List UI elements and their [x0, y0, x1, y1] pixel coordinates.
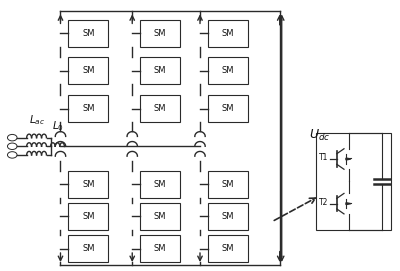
Text: SM: SM — [154, 212, 166, 221]
Text: SM: SM — [154, 244, 166, 253]
Text: SM: SM — [222, 104, 234, 113]
Text: SM: SM — [82, 244, 95, 253]
Bar — [68, 57, 108, 84]
Text: SM: SM — [82, 104, 95, 113]
Bar — [208, 57, 248, 84]
Bar — [140, 235, 180, 262]
Bar — [140, 95, 180, 122]
Text: T2: T2 — [319, 198, 329, 207]
Text: SM: SM — [82, 66, 95, 75]
Text: $U_{dc}$: $U_{dc}$ — [309, 128, 330, 143]
Bar — [208, 203, 248, 230]
Text: SM: SM — [154, 28, 166, 38]
Bar — [68, 235, 108, 262]
Text: SM: SM — [154, 179, 166, 189]
Text: T1: T1 — [319, 153, 329, 162]
Bar — [208, 20, 248, 47]
Bar — [316, 133, 391, 230]
Text: $L_0$: $L_0$ — [52, 119, 64, 133]
Bar — [140, 20, 180, 47]
Text: SM: SM — [82, 212, 95, 221]
Text: SM: SM — [154, 66, 166, 75]
Text: SM: SM — [82, 28, 95, 38]
Bar — [68, 203, 108, 230]
Text: SM: SM — [222, 66, 234, 75]
Polygon shape — [346, 158, 351, 160]
Polygon shape — [346, 203, 351, 205]
Bar — [140, 57, 180, 84]
Bar — [140, 170, 180, 198]
Bar — [68, 20, 108, 47]
Text: SM: SM — [82, 179, 95, 189]
Bar — [208, 95, 248, 122]
Bar — [68, 170, 108, 198]
Text: SM: SM — [222, 28, 234, 38]
Bar — [208, 170, 248, 198]
Text: $L_{ac}$: $L_{ac}$ — [28, 114, 45, 127]
Bar — [140, 203, 180, 230]
Text: SM: SM — [222, 244, 234, 253]
Bar — [208, 235, 248, 262]
Text: SM: SM — [222, 179, 234, 189]
Bar — [68, 95, 108, 122]
Text: SM: SM — [154, 104, 166, 113]
Text: SM: SM — [222, 212, 234, 221]
